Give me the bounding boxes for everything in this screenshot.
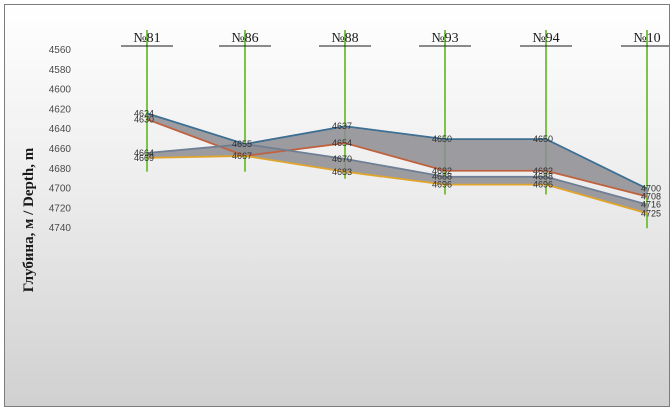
data-label: 4725 xyxy=(641,208,661,218)
data-label: 4682 xyxy=(432,166,452,176)
horizon-lines xyxy=(146,112,648,215)
data-label: 4654 xyxy=(332,138,352,148)
data-labels: 4624 4655 4637 4650 4650 4700 4630 4667 4654 4682… xyxy=(134,108,661,218)
data-label: 4700 xyxy=(641,184,661,194)
data-label: 4670 xyxy=(332,154,352,164)
well-header: №93 xyxy=(431,31,458,46)
data-label: 4650 xyxy=(533,134,553,144)
series-line xyxy=(146,155,648,215)
data-label: 4667 xyxy=(232,151,252,161)
data-label: 4683 xyxy=(332,167,352,177)
series-line xyxy=(146,118,648,198)
data-label: 4716 xyxy=(641,199,661,209)
depth-correlation-chart: Глубина, м / Depth, m 4560 4580 4600 4620 46… xyxy=(5,5,669,406)
data-label: 4682 xyxy=(533,166,553,176)
shaded-zone xyxy=(147,113,647,197)
data-label: 4655 xyxy=(232,139,252,149)
y-tick-label: 4740 xyxy=(49,223,72,234)
well-header: №94 xyxy=(532,31,559,46)
y-tick-label: 4720 xyxy=(49,203,72,214)
y-tick-label: 4600 xyxy=(49,85,72,96)
data-label: 4637 xyxy=(332,121,352,131)
well-header: №86 xyxy=(231,31,258,46)
y-tick-label: 4660 xyxy=(49,144,72,155)
y-axis-ticks: 4560 4580 4600 4620 4640 4660 4680 4700 4720 4740 xyxy=(49,45,72,234)
data-label: 4650 xyxy=(432,134,452,144)
series-line xyxy=(146,143,648,206)
y-axis-label: Глубина, м / Depth, m xyxy=(21,147,37,292)
well-headers: №81 №86 №88 №93 №94 №10 xyxy=(121,31,669,47)
data-label: 4624 xyxy=(134,108,154,118)
well-header: №10 xyxy=(633,31,660,46)
data-label: 4696 xyxy=(432,180,452,190)
data-label: 4708 xyxy=(641,192,661,202)
chart-frame: Глубина, м / Depth, m 4560 4580 4600 4620 46… xyxy=(4,4,670,407)
y-tick-label: 4680 xyxy=(49,164,72,175)
y-tick-label: 4560 xyxy=(49,45,72,56)
y-tick-label: 4700 xyxy=(49,184,72,195)
well-header: №88 xyxy=(331,31,358,46)
data-label: 4688 xyxy=(432,172,452,182)
shaded-zone xyxy=(147,144,647,214)
data-label: 4630 xyxy=(134,114,154,124)
well-header: №81 xyxy=(133,31,160,46)
data-label: 4696 xyxy=(533,180,553,190)
data-label: 4669 xyxy=(134,153,154,163)
shaded-zones xyxy=(147,113,647,214)
data-label: 4664 xyxy=(134,148,154,158)
data-label: 4688 xyxy=(533,172,553,182)
y-tick-label: 4640 xyxy=(49,124,72,135)
plot-background xyxy=(5,5,669,406)
y-tick-label: 4620 xyxy=(49,104,72,115)
series-line xyxy=(146,112,648,190)
y-tick-label: 4580 xyxy=(49,65,72,76)
